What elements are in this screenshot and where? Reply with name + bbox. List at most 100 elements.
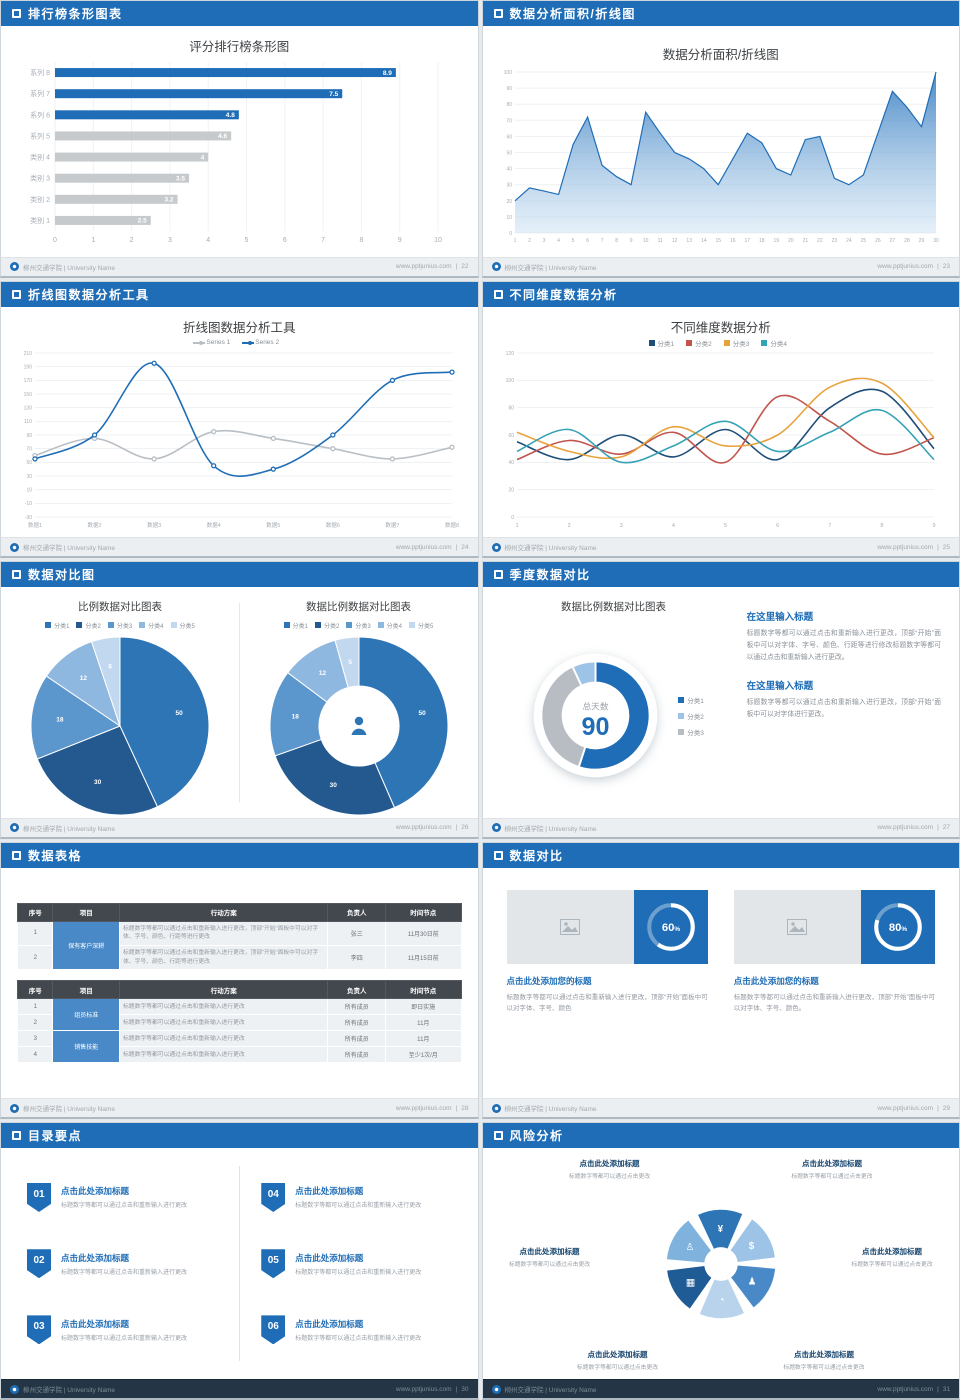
block-heading: 在这里输入标题 (746, 680, 814, 692)
svg-text:120: 120 (505, 350, 514, 356)
svg-text:18: 18 (291, 714, 299, 721)
line-chart: Series 1 Series 2 210 190 170 150 130 110 90 70 50… (9, 337, 464, 532)
donut-summary-panel: 数据比例数据对比图表 总天数 90 分类1 分类2 分类3 (483, 587, 745, 818)
university-logo-icon (10, 823, 19, 833)
slide-title: 不同维度数据分析 (509, 287, 618, 302)
legend-item: 分类2 (678, 711, 704, 721)
legend-item: 分类2 (686, 338, 712, 348)
slide-header: 数据分析面积/折线图 (482, 1, 959, 26)
svg-text:0: 0 (509, 231, 512, 237)
block-body: 标题数字等都可以通过点击和重新输入进行更改，顶部“开始”面板中可以对字体进行更改… (746, 698, 941, 718)
chart-svg: 0 20 40 60 80 100 120 1 2 3 4 5 6 7 8 9 (505, 350, 935, 528)
slide-body: ¥ $ ♟ ◔ ▦ ♙ 点击此处添加标题 标题数字等都可以通过点击更改 点击此处添加标题 … (483, 1148, 960, 1379)
svg-text:5: 5 (245, 237, 249, 244)
svg-text:类别 4: 类别 4 (30, 153, 50, 162)
svg-text:4: 4 (557, 238, 560, 244)
legend-item: 分类3 (678, 727, 704, 737)
slide-header: 排行榜条形图表 (1, 1, 478, 26)
svg-text:12: 12 (318, 670, 326, 677)
toc-heading: 点击此处添加标题 (61, 1186, 130, 1197)
slide-body: 60% 点击此处添加您的标题 标题数字等都可以通过点击和重新输入进行更改，顶部“… (483, 868, 960, 1099)
svg-text:80: 80 (506, 102, 512, 108)
chart-title: 评分排行榜条形图 (189, 40, 290, 54)
risk-heading: 点击此处添加标题 (862, 1247, 922, 1257)
svg-text:2: 2 (130, 237, 134, 244)
slide-thumbnail-31[interactable]: 风险分析 ¥ $ ♟ ◔ ▦ ♙ 点击此处添加标题 标题数字等都可以通过点击更改 点击此处… (481, 1122, 960, 1400)
svg-text:8.9: 8.9 (383, 70, 392, 77)
university-logo-icon (10, 542, 19, 552)
svg-text:90: 90 (26, 432, 32, 438)
legend-item: 分类1 (678, 695, 704, 705)
chart-subtitle: 数据比例数据对比图表 (561, 601, 667, 614)
footer-university: 柳州交通学院 | University Name (23, 545, 115, 553)
slide-thumbnail-29[interactable]: 数据对比 60% 点击此处添加您的标题 (481, 841, 960, 1120)
risk-desc: 标题数字等都可以通过点击更改 (568, 1174, 651, 1181)
svg-text:类别 2: 类别 2 (30, 195, 50, 204)
slide-thumbnail-30[interactable]: 目录要点 01 点击此处添加标题 标题数字等都可以通过点击和重新输入进行更改 0… (0, 1122, 479, 1400)
text-block: 在这里输入标题 标题数字等都可以通过点击和重新输入进行更改，顶部“开始”面板中可… (747, 609, 941, 664)
toc-item-01: 01 点击此处添加标题 标题数字等都可以通过点击和重新输入进行更改 (27, 1164, 217, 1230)
slide-thumbnail-25[interactable]: 不同维度数据分析 不同维度数据分析 分类1 分类2 分类3 分类4 0 20 40 60 80 1… (481, 280, 960, 559)
footer-university: 柳州交通学院 | University Name (23, 264, 115, 272)
slide-thumbnail-23[interactable]: 数据分析面积/折线图 数据分析面积/折线图 0 10 20 30 40 50 60 70 80 9… (481, 0, 960, 278)
svg-text:4.8: 4.8 (226, 112, 235, 119)
slide-header: 风险分析 (482, 1123, 959, 1149)
picture-icon (560, 918, 581, 935)
risk-heading: 点击此处添加标题 (802, 1159, 862, 1169)
svg-text:14: 14 (700, 238, 706, 244)
action-plan-table-1: 序号 项目 行动方案 负责人 时间节点 1 保有客户深耕 标题数字等都可以通过点击和重新输入进… (16, 902, 462, 971)
toc-number-badge: 04 (261, 1182, 286, 1212)
footer-separator: | (455, 824, 458, 832)
svg-text:16: 16 (729, 238, 735, 244)
chart-svg: 50 30 18 12 6 (30, 636, 210, 816)
slide-body: 数据分析面积/折线图 0 10 20 30 40 50 60 70 80 90 100 1 2 3 4 5 6 7… (483, 26, 960, 257)
svg-text:22: 22 (817, 238, 823, 244)
slide-header: 数据对比图 (1, 562, 478, 588)
clipboard-icon (12, 9, 21, 18)
slide-body: 不同维度数据分析 分类1 分类2 分类3 分类4 0 20 40 60 80 100 120 1 2 3 4… (483, 307, 960, 538)
footer-site: www.pptjunius.com (877, 543, 934, 551)
image-placeholder (733, 889, 861, 964)
svg-text:170: 170 (24, 378, 33, 384)
slide-thumbnail-24[interactable]: 折线图数据分析工具 折线图数据分析工具 Series 1 Series 2 210 1… (0, 280, 479, 559)
toc-heading: 点击此处添加标题 (61, 1252, 130, 1263)
slide-thumbnail-28[interactable]: 数据表格 序号 项目 行动方案 负责人 时间节点 1 保有客户深耕 标题数字等都可以通过点击和… (0, 841, 479, 1120)
svg-text:20: 20 (506, 199, 512, 205)
legend-item: 分类4 (377, 621, 402, 630)
legend-item: 分类2 (314, 621, 339, 630)
risk-heading: 点击此处添加标题 (587, 1350, 648, 1359)
svg-text:4: 4 (201, 154, 205, 161)
legend-item: 分类2 (76, 621, 101, 630)
svg-text:数据4: 数据4 (207, 521, 221, 529)
svg-text:数据6: 数据6 (326, 521, 340, 529)
footer-page-number: 31 (942, 1385, 950, 1393)
footer-university: 柳州交通学院 | University Name (23, 1106, 115, 1114)
risk-desc: 标题数字等都可以通过点击更改 (851, 1262, 933, 1269)
slide-thumbnail-26[interactable]: 数据对比图 比例数据对比图表 分类1 分类2 分类3 分类4 分类5 50 30 18 12 6 … (0, 561, 479, 839)
svg-text:50: 50 (26, 460, 32, 466)
footer-separator: | (937, 543, 939, 551)
footer-university: 柳州交通学院 | University Name (504, 264, 597, 272)
svg-text:210: 210 (24, 350, 33, 356)
svg-text:9: 9 (398, 237, 402, 244)
university-logo-icon (491, 1103, 501, 1113)
chart-legend: 分类1 分类2 分类3 (678, 695, 704, 737)
chart-title: 折线图数据分析工具 (182, 320, 296, 335)
image-placeholder (506, 889, 634, 964)
svg-text:数据1: 数据1 (28, 521, 42, 529)
slide-thumbnail-22[interactable]: 排行榜条形图表 评分排行榜条形图 0 1 2 3 4 5 6 7 8 9 10 系列 8 8.9 系列 7… (0, 0, 479, 278)
footer-page-number: 23 (942, 263, 950, 271)
area-chart: 0 10 20 30 40 50 60 70 80 90 100 1 2 3 4 5 6 7 8 9 10 11 12 13 1… (493, 66, 944, 247)
toc-desc: 标题数字等都可以通过点击和重新输入进行更改 (61, 1203, 188, 1210)
toc-item-04: 04 点击此处添加标题 标题数字等都可以通过点击和重新输入进行更改 (261, 1164, 451, 1230)
chart-legend: Series 1 Series 2 (9, 337, 464, 349)
slide-thumbnail-27[interactable]: 季度数据对比 数据比例数据对比图表 总天数 90 分类1 分类2 分类3 在这里输入标题… (481, 561, 960, 839)
footer-university: 柳州交通学院 | University Name (23, 1387, 115, 1394)
svg-text:7: 7 (321, 237, 325, 244)
toc-item-03: 03 点击此处添加标题 标题数字等都可以通过点击和重新输入进行更改 (27, 1297, 217, 1363)
slide-footer: 柳州交通学院 | University Name www.pptjunius.c… (1, 1379, 478, 1398)
svg-text:数据5: 数据5 (266, 521, 280, 529)
